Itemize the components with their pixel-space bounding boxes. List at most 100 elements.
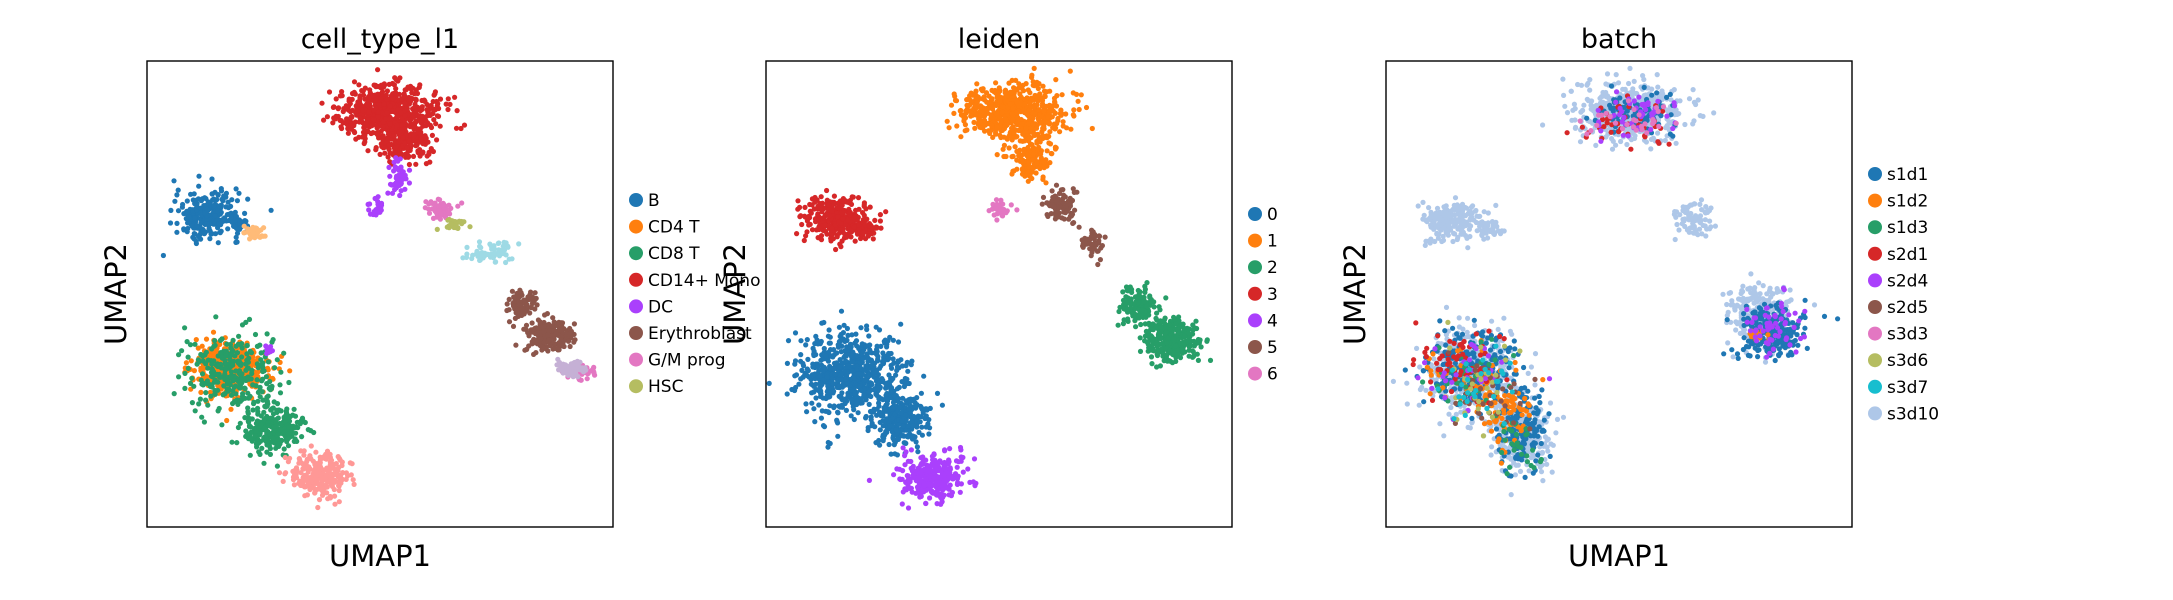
scatter-point <box>400 135 406 141</box>
scatter-point <box>869 381 875 388</box>
scatter-point <box>1129 286 1135 293</box>
scatter-point <box>998 118 1004 125</box>
scatter-point <box>1147 293 1153 299</box>
scatter-point <box>257 394 263 400</box>
scatter-point <box>297 457 303 463</box>
scatter-point <box>836 324 843 330</box>
scatter-point <box>830 381 836 387</box>
scatter-point <box>521 326 527 332</box>
scatter-point <box>826 389 832 395</box>
scatter-point <box>926 431 932 437</box>
scatter-point <box>1151 299 1157 305</box>
scatter-point <box>826 327 832 333</box>
scatter-point <box>393 77 399 83</box>
scatter-point <box>835 433 841 439</box>
scatter-point <box>339 462 345 469</box>
scatter-point <box>253 383 259 389</box>
scatter-point <box>985 128 992 134</box>
scatter-point <box>250 230 256 237</box>
scatter-point <box>876 380 882 386</box>
scatter-point <box>245 196 251 202</box>
scatter-point <box>197 396 203 402</box>
scatter-point <box>809 400 815 406</box>
scatter-point <box>363 119 369 125</box>
scatter-point <box>872 387 878 393</box>
scatter-point <box>460 255 466 261</box>
scatter-point <box>766 380 772 386</box>
scatter-point <box>292 467 298 473</box>
scatter-point <box>352 129 358 136</box>
scatter-point <box>870 361 876 367</box>
scatter-point <box>456 218 462 224</box>
scatter-point <box>431 117 437 123</box>
scatter-point <box>221 383 227 389</box>
scatter-point <box>171 391 177 397</box>
scatter-point <box>211 209 217 215</box>
scatter-point <box>865 366 871 372</box>
scatter-point <box>234 440 240 446</box>
scatter-point <box>336 483 342 489</box>
scatter-point <box>981 109 987 115</box>
scatter-point <box>1026 114 1033 120</box>
scatter-point <box>267 451 273 457</box>
scatter-point <box>302 419 308 426</box>
scatter-point <box>785 338 792 344</box>
scatter-point <box>461 219 467 225</box>
scatter-point <box>387 173 393 179</box>
scatter-point <box>946 125 952 131</box>
scatter-point <box>348 472 354 478</box>
scatter-point <box>375 67 381 73</box>
scatter-point <box>823 353 830 359</box>
scatter-point <box>232 209 238 215</box>
scatter-point <box>168 207 174 213</box>
scatter-point <box>837 357 843 363</box>
scatter-point <box>875 353 881 360</box>
scatter-point <box>878 343 884 349</box>
scatter-point <box>212 338 218 344</box>
scatter-point <box>280 478 286 484</box>
scatter-point <box>565 338 572 344</box>
scatter-point <box>335 105 342 111</box>
scatter-point <box>216 203 223 209</box>
scatter-point <box>276 470 283 476</box>
scatter-point <box>978 86 984 92</box>
scatter-point <box>818 415 825 421</box>
scatter-point <box>277 390 284 396</box>
scatter-point <box>884 416 890 422</box>
scatter-point <box>372 195 378 202</box>
scatter-point <box>545 348 551 354</box>
scatter-point <box>387 150 393 156</box>
scatter-point <box>417 147 423 153</box>
scatter-point <box>521 297 528 303</box>
scatter-point <box>347 460 353 466</box>
scatter-point <box>820 423 827 429</box>
scatter-point <box>176 374 182 380</box>
scatter-point <box>1176 314 1182 320</box>
scatter-point <box>912 400 918 406</box>
scatter-point <box>368 130 374 137</box>
scatter-point <box>503 259 509 266</box>
scatter-point <box>886 355 892 361</box>
scatter-point <box>883 385 889 391</box>
scatter-point <box>526 343 532 349</box>
scatter-point <box>811 406 817 412</box>
scatter-point <box>1036 136 1042 142</box>
scatter-point <box>919 432 926 438</box>
scatter-point <box>215 240 221 246</box>
scatter-point <box>990 134 996 140</box>
scatter-point <box>390 96 396 102</box>
scatter-point <box>914 444 921 450</box>
scatter-point <box>389 190 396 196</box>
scatter-point <box>261 368 267 374</box>
scatter-point <box>895 395 901 402</box>
scatter-point <box>874 375 880 381</box>
scatter-point <box>496 240 502 246</box>
scatter-point <box>230 362 236 368</box>
scatter-point <box>840 330 847 336</box>
scatter-point <box>842 338 848 344</box>
scatter-point <box>323 473 329 479</box>
scatter-point <box>243 361 249 367</box>
scatter-point <box>1047 129 1053 135</box>
scatter-point <box>575 374 581 380</box>
